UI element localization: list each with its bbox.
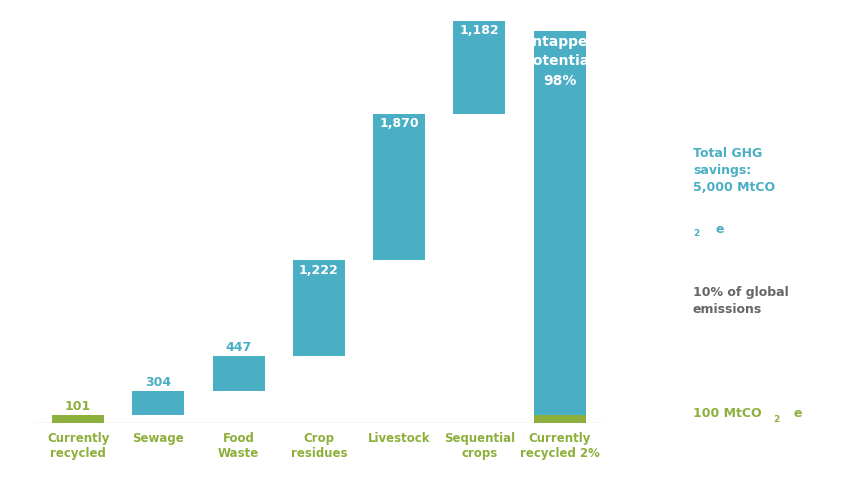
Text: 2: 2 [774,415,780,424]
Text: 100 MtCO: 100 MtCO [693,406,762,420]
Text: 447: 447 [225,341,252,354]
Bar [133,391,184,415]
Bar [373,114,425,260]
Text: 10% of global
emissions: 10% of global emissions [693,286,789,316]
Text: 304: 304 [145,376,172,389]
Text: e: e [793,406,802,420]
Text: 1,182: 1,182 [460,24,499,37]
Bar [212,357,264,391]
Bar [453,21,506,114]
Bar [292,260,345,357]
Text: e: e [716,223,724,236]
Bar [52,415,105,423]
Text: 1,222: 1,222 [299,263,339,276]
Text: 2: 2 [693,229,700,238]
Text: Untapped
potential
98%: Untapped potential 98% [521,34,598,88]
Text: 101: 101 [65,400,91,413]
Bar [534,415,586,423]
Bar [534,31,586,415]
Text: Total GHG
savings:
5,000 MtCO: Total GHG savings: 5,000 MtCO [693,146,775,194]
Text: 1,870: 1,870 [379,117,419,129]
